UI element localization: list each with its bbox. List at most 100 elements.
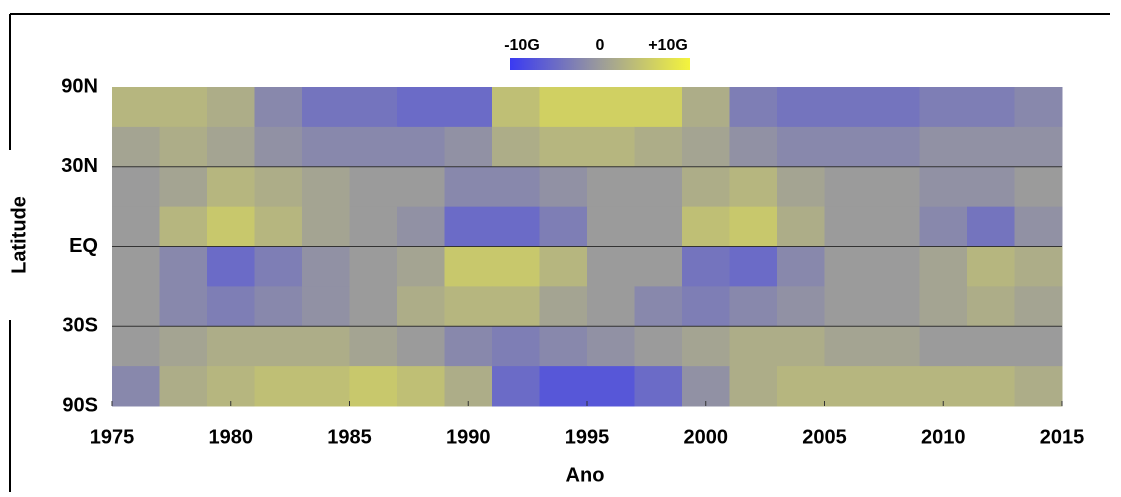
x-tick-label: 2005 xyxy=(802,426,847,448)
heat-cell xyxy=(539,366,588,407)
heat-cell xyxy=(349,87,398,128)
heat-cell xyxy=(302,286,350,327)
heat-cell xyxy=(302,326,350,367)
heat-cell xyxy=(824,206,873,247)
heat-cell xyxy=(492,286,540,327)
x-tick-label: 2015 xyxy=(1040,426,1085,448)
heat-cell xyxy=(967,206,1015,247)
heat-cell xyxy=(634,366,683,407)
heat-cell xyxy=(207,326,255,367)
heat-cell xyxy=(397,246,445,287)
heat-cell xyxy=(872,126,920,168)
heat-cell xyxy=(682,366,730,407)
heat-cell xyxy=(967,166,1015,208)
heat-cell xyxy=(112,246,160,287)
heat-cell xyxy=(587,286,635,327)
x-tick-label: 1975 xyxy=(90,426,135,448)
heat-cell xyxy=(254,206,303,247)
heat-cell xyxy=(729,286,778,327)
heat-cell xyxy=(539,166,588,208)
colorbar-label: +10G xyxy=(648,37,688,54)
heat-cell xyxy=(112,87,160,128)
heat-cell xyxy=(159,286,208,327)
heat-cell xyxy=(444,246,493,287)
heat-cell xyxy=(967,366,1015,407)
heat-cell xyxy=(682,286,730,327)
heat-cell xyxy=(634,166,683,208)
heat-cell xyxy=(919,87,968,128)
colorbar-label: 0 xyxy=(596,37,605,54)
heat-cell xyxy=(919,246,968,287)
heat-cell xyxy=(112,166,160,208)
y-axis-label: Latitude xyxy=(8,196,30,274)
heat-cell xyxy=(824,87,873,128)
heat-cell xyxy=(967,87,1015,128)
heat-cell xyxy=(302,166,350,208)
x-tick-label: 2010 xyxy=(921,426,966,448)
heat-cell xyxy=(112,126,160,168)
y-tick-label: EQ xyxy=(69,235,98,257)
heat-cell xyxy=(587,206,635,247)
heat-cell xyxy=(682,126,730,168)
y-tick-label: 30N xyxy=(61,155,98,177)
heat-cell xyxy=(207,126,255,168)
heat-cell xyxy=(302,366,350,407)
heat-cell xyxy=(349,326,398,367)
heat-cell xyxy=(539,126,588,168)
heat-cell xyxy=(729,87,778,128)
heat-cell xyxy=(1014,126,1063,168)
heat-cell xyxy=(254,246,303,287)
heat-cell xyxy=(634,87,683,128)
heat-cell xyxy=(587,366,635,407)
heat-cell xyxy=(1014,166,1063,208)
heat-cell xyxy=(397,206,445,247)
heat-cell xyxy=(872,366,920,407)
heat-cell xyxy=(397,126,445,168)
heat-cell xyxy=(207,246,255,287)
heat-cell xyxy=(729,366,778,407)
heat-cell xyxy=(444,286,493,327)
heat-cell xyxy=(112,206,160,247)
y-tick-label: 90N xyxy=(61,75,98,97)
heat-cell xyxy=(159,166,208,208)
heat-cell xyxy=(207,366,255,407)
heat-cell xyxy=(254,286,303,327)
heat-cell xyxy=(777,286,825,327)
heat-cell xyxy=(634,326,683,367)
heat-cell xyxy=(682,326,730,367)
heat-cell xyxy=(777,87,825,128)
heat-cell xyxy=(349,126,398,168)
heat-cell xyxy=(349,166,398,208)
heat-cell xyxy=(349,366,398,407)
heat-cell xyxy=(872,326,920,367)
heat-cell xyxy=(872,166,920,208)
heat-cell xyxy=(777,246,825,287)
heat-cell xyxy=(729,326,778,367)
heat-cell xyxy=(587,87,635,128)
heat-cell xyxy=(254,326,303,367)
heat-cell xyxy=(539,246,588,287)
y-tick-label: 30S xyxy=(62,315,98,337)
heat-cell xyxy=(159,246,208,287)
heat-cell xyxy=(682,166,730,208)
heat-cell xyxy=(1014,326,1063,367)
heat-cell xyxy=(159,87,208,128)
x-axis-label: Ano xyxy=(566,464,605,486)
heat-cell xyxy=(492,326,540,367)
heat-cell xyxy=(492,87,540,128)
heat-cell xyxy=(112,286,160,327)
heat-cell xyxy=(492,366,540,407)
heat-cell xyxy=(302,206,350,247)
heat-cell xyxy=(587,166,635,208)
heat-cell xyxy=(492,166,540,208)
heat-cell xyxy=(824,366,873,407)
heat-cell xyxy=(397,366,445,407)
heat-cell xyxy=(872,286,920,327)
heat-cell xyxy=(729,166,778,208)
x-tick-label: 1985 xyxy=(327,426,372,448)
heat-cell xyxy=(397,326,445,367)
heat-cell xyxy=(112,366,160,407)
heat-cell xyxy=(777,166,825,208)
heat-cell xyxy=(967,126,1015,168)
